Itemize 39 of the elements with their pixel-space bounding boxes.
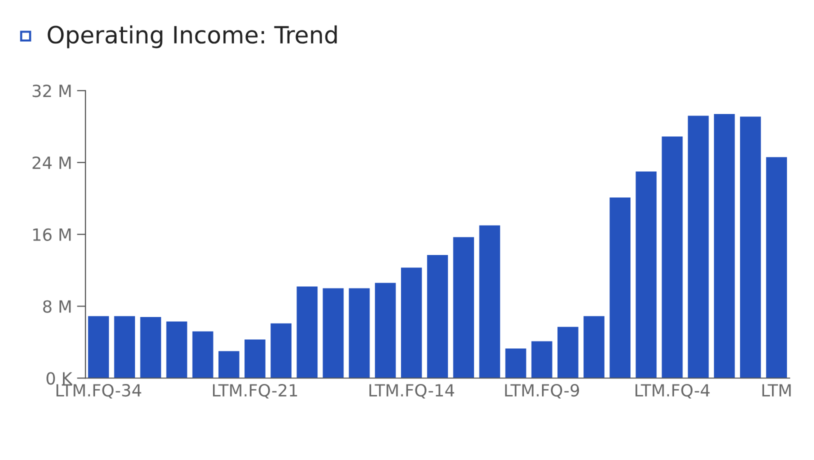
y-tick-label: 24 M [32,156,71,169]
bar [401,268,422,378]
bar [374,282,396,378]
bar [296,286,318,378]
y-tick-label: 8 M [43,300,71,313]
bar [531,341,552,378]
bar [166,322,188,378]
x-tick-label: LTM.FQ-14 [369,384,454,398]
bar [714,114,735,378]
bar [270,323,292,378]
bar [88,316,109,378]
bar [688,116,709,378]
bar [322,288,344,378]
y-tick-label: 0 K [46,372,73,385]
bar [114,316,136,378]
x-tick-label: LTM.FQ-21 [212,384,298,398]
bar [610,198,631,378]
bar [740,116,761,378]
x-tick-label: LTM [762,384,791,396]
y-tick-label: 32 M [32,84,71,98]
bar [584,316,604,378]
bar [453,237,474,378]
x-tick-label: LTM.FQ-9 [505,384,579,398]
bar [218,351,240,378]
bar [348,288,370,378]
x-tick-label: LTM.FQ-4 [636,384,710,398]
y-tick-label: 16 M [33,228,71,241]
bar [766,157,787,378]
bar [505,348,526,378]
bar [244,339,266,378]
bar [427,255,448,378]
bar [662,136,683,378]
chart-title: Operating Income: Trend [48,25,337,48]
bar [557,326,578,378]
x-tick-label: LTM.FQ-34 [56,384,142,398]
bar [479,225,500,378]
bar [192,331,214,378]
bar [636,171,657,378]
bar [140,317,162,378]
